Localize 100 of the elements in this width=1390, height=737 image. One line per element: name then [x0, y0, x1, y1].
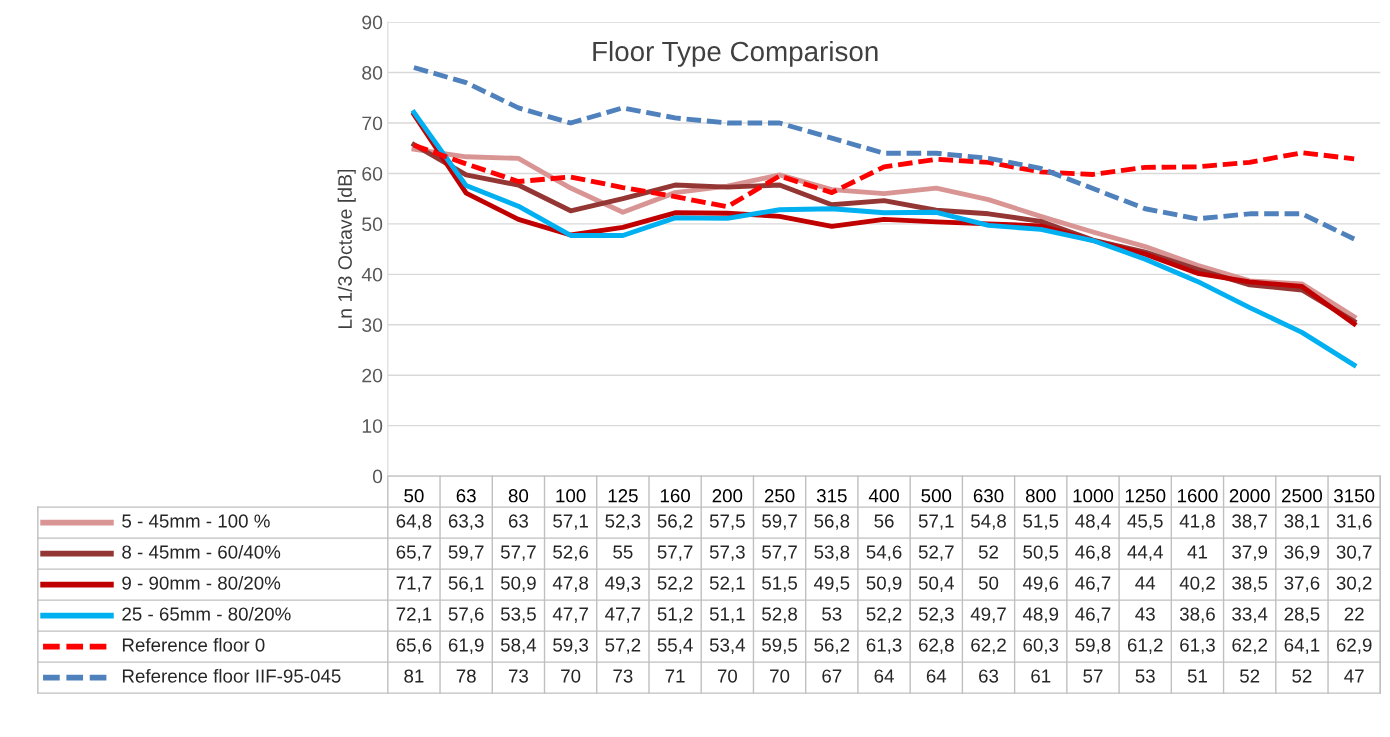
data-label: 37,6 [1284, 576, 1320, 592]
y-tick-label: 20 [362, 368, 383, 383]
data-label: 63 [979, 669, 999, 683]
data-label: 70 [717, 669, 738, 683]
y-tick-label: 70 [362, 116, 383, 131]
data-label: 41 [1187, 545, 1207, 559]
legend-label: Reference floor 0 [122, 637, 265, 652]
x-tick-label: 63 [456, 489, 476, 503]
data-label: 46,7 [1075, 576, 1111, 592]
legend-label: 25 - 65mm - 80/20% [122, 606, 291, 621]
y-axis-title: Ln 1/3 Octave [dB] [337, 169, 356, 329]
data-label: 57,6 [448, 607, 484, 623]
data-label: 49,7 [970, 607, 1006, 623]
x-tick-label: 315 [816, 489, 847, 503]
data-label: 54,6 [866, 545, 902, 561]
data-label: 50,9 [866, 576, 902, 592]
data-label: 55 [613, 545, 633, 559]
x-tick-label: 1600 [1178, 489, 1218, 503]
data-label: 59,8 [1075, 638, 1111, 654]
x-tick-label: 1250 [1125, 489, 1166, 503]
x-tick-label: 400 [868, 489, 899, 503]
data-label: 36,9 [1284, 545, 1320, 561]
data-label: 50,5 [1023, 545, 1059, 561]
data-label: 54,8 [971, 514, 1006, 530]
data-label: 67 [822, 669, 842, 683]
data-label: 52,2 [866, 607, 902, 623]
y-tick-label: 40 [361, 267, 383, 282]
x-tick-label: 2500 [1282, 489, 1323, 503]
data-label: 57,2 [605, 638, 641, 654]
data-label: 52,8 [762, 607, 797, 623]
data-label: 81 [404, 669, 424, 683]
x-tick-label: 125 [608, 489, 638, 503]
data-label: 46,8 [1075, 545, 1111, 561]
data-label: 61,2 [1127, 638, 1163, 654]
x-tick-label: 160 [660, 489, 691, 503]
data-label: 52 [1240, 669, 1260, 683]
line-series [411, 142, 1357, 210]
data-label: 49,5 [813, 576, 850, 592]
data-label: 51 [1187, 669, 1207, 683]
data-label: 61,9 [448, 638, 484, 654]
data-label: 52,2 [657, 576, 693, 592]
y-tick-label: 60 [362, 166, 383, 181]
data-label: 71 [665, 669, 685, 683]
data-label: 58,4 [500, 638, 537, 654]
x-tick-label: 200 [712, 489, 743, 503]
data-label: 52,3 [918, 607, 954, 623]
x-tick-label: 500 [921, 489, 952, 503]
y-tick-label: 10 [362, 419, 383, 433]
y-tick-label: 0 [372, 469, 383, 484]
data-label: 64 [926, 669, 947, 683]
data-label: 46,7 [1075, 607, 1111, 623]
data-label: 50,4 [918, 576, 954, 592]
x-tick-label: 800 [1025, 489, 1056, 503]
x-tick-label: 3150 [1334, 489, 1375, 503]
x-tick-label: 2000 [1229, 489, 1270, 503]
text: Floor Type Comparison [593, 40, 878, 67]
data-label: 47,7 [605, 607, 641, 623]
data-label: 38,7 [1232, 514, 1267, 530]
data-label: 51,2 [657, 607, 693, 623]
data-label: 63,3 [448, 514, 484, 530]
data-label: 38,6 [1179, 607, 1215, 623]
data-label: 59,7 [762, 514, 797, 530]
x-tick-label: 80 [508, 489, 529, 503]
data-label: 72,1 [396, 607, 432, 623]
data-label: 22 [1344, 607, 1364, 621]
data-label: 65,6 [396, 638, 432, 654]
data-label: 52 [978, 545, 998, 559]
data-label: 43 [1135, 607, 1155, 621]
data-label: 57,7 [500, 545, 536, 561]
data-label: 57,7 [762, 545, 797, 561]
data-label: 38,1 [1284, 514, 1320, 530]
data-label: 51,5 [762, 576, 798, 592]
data-label: 52 [1292, 669, 1312, 683]
data-label: 45,5 [1127, 514, 1163, 530]
data-label: 61,3 [1180, 638, 1215, 654]
data-label: 57 [1083, 669, 1103, 683]
data-label: 59,3 [553, 638, 589, 654]
data-label: 56 [874, 514, 894, 528]
y-tick-label: 90 [362, 15, 383, 30]
data-label: 51,1 [709, 607, 745, 623]
legend-label: 8 - 45mm - 60/40% [122, 544, 281, 559]
data-label: 47,8 [552, 576, 589, 592]
data-label: 62,9 [1336, 638, 1372, 654]
data-label: 64,1 [1284, 638, 1320, 654]
x-tick-label: 250 [764, 489, 795, 503]
data-label: 56,2 [657, 514, 693, 530]
x-tick-label: 100 [556, 489, 586, 503]
data-label: 57,7 [657, 545, 693, 561]
data-label: 63 [508, 514, 528, 528]
data-label: 53 [822, 607, 842, 621]
data-label: 55,4 [657, 638, 693, 654]
data-label: 57,1 [553, 514, 588, 530]
data-label: 59,5 [762, 638, 798, 654]
data-label: 56,1 [448, 576, 484, 592]
data-label: 28,5 [1284, 607, 1320, 623]
data-label: 71,7 [396, 576, 432, 592]
data-label: 62,8 [918, 638, 954, 654]
data-label: 49,3 [605, 576, 641, 592]
data-label: 65,7 [396, 545, 432, 561]
data-label: 33,4 [1232, 607, 1268, 623]
